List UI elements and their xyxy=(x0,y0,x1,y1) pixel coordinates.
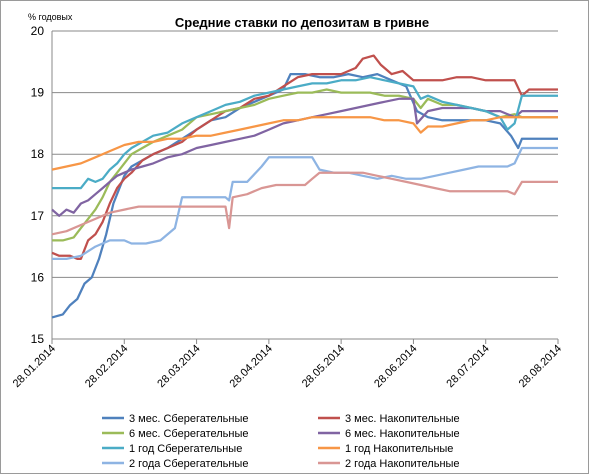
series-line-2 xyxy=(52,88,558,242)
series-line-6 xyxy=(52,146,558,261)
legend-item-label: 1 год Сберегательные xyxy=(129,443,242,455)
y-tick-label: 18 xyxy=(31,147,45,161)
legend-item-label: 2 года Сберегательные xyxy=(129,458,248,470)
x-tick-label: 28.07.2014 xyxy=(444,343,491,390)
x-tick-label: 28.05.2014 xyxy=(300,343,347,390)
x-tick-label: 28.02.2014 xyxy=(83,343,130,390)
y-tick-label: 20 xyxy=(31,24,45,38)
legend-item-label: 3 мес. Сберегательные xyxy=(129,413,249,425)
series-lines xyxy=(51,54,558,319)
legend-item-label: 3 мес. Накопительные xyxy=(345,413,460,425)
y-tick-label: 17 xyxy=(31,209,45,223)
legend-item-label: 6 мес. Накопительные xyxy=(345,428,460,440)
x-axis-ticks: 28.01.2014 28.02.2014 28.03.2014 28.04.2014… xyxy=(11,339,564,390)
series-line-3 xyxy=(51,97,558,217)
series-line-4 xyxy=(52,76,558,190)
series-line-7 xyxy=(51,171,558,236)
x-tick-label: 28.04.2014 xyxy=(228,343,275,390)
series-line-5 xyxy=(51,116,558,171)
y-tick-label: 15 xyxy=(31,332,45,346)
chart-title: Средние ставки по депозитам в гривне xyxy=(175,15,429,30)
y-tick-label: 19 xyxy=(31,86,45,100)
x-tick-label: 28.03.2014 xyxy=(155,343,202,390)
legend-item-label: 1 год Накопительные xyxy=(345,443,453,455)
x-tick-label: 28.08.2014 xyxy=(517,343,564,390)
y-axis-ticks: 15 16 17 18 19 20 xyxy=(31,24,45,346)
legend-item-label: 2 года Накопительные xyxy=(345,458,460,470)
axes xyxy=(51,31,558,340)
y-axis-unit: % годовых xyxy=(28,12,73,22)
x-tick-label: 28.01.2014 xyxy=(11,343,58,390)
legend-item-label: 6 мес. Сберегательные xyxy=(129,428,249,440)
x-tick-label: 28.06.2014 xyxy=(372,343,419,390)
legend: 3 мес. Сберегательные 3 мес. Накопительны… xyxy=(102,413,460,470)
y-tick-label: 16 xyxy=(31,270,45,284)
